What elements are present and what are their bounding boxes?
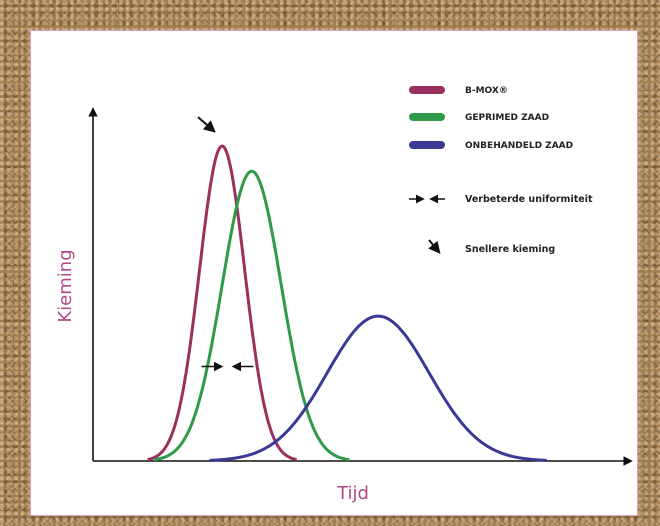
faster-germination-arrow — [197, 116, 216, 133]
y-axis-label: Kieming — [55, 249, 76, 322]
series-layer — [147, 144, 547, 462]
x-axis-label: Tijd — [336, 483, 369, 504]
legend-label-bmox: B-MOX® — [465, 86, 508, 96]
annotation-layer — [197, 116, 254, 372]
chart-card: Kieming Tijd B-MOX® GEPRIMED ZAAD ONBEHA… — [30, 30, 638, 516]
chart: Kieming Tijd B-MOX® GEPRIMED ZAAD ONBEHA… — [55, 86, 633, 504]
legend: B-MOX® GEPRIMED ZAAD ONBEHANDELD ZAAD Ve… — [409, 86, 593, 255]
legend-label-onbehandeld: ONBEHANDELD ZAAD — [465, 141, 573, 151]
series-curve-2 — [209, 314, 547, 462]
legend-label-snellere: Snellere kieming — [465, 244, 555, 255]
legend-label-uniformiteit: Verbeterde uniformiteit — [465, 194, 593, 205]
series-curve-1 — [153, 169, 350, 462]
series-curve-0 — [147, 144, 298, 462]
legend-diagonal-arrow-icon — [428, 239, 441, 254]
legend-label-geprimed: GEPRIMED ZAAD — [465, 113, 549, 123]
